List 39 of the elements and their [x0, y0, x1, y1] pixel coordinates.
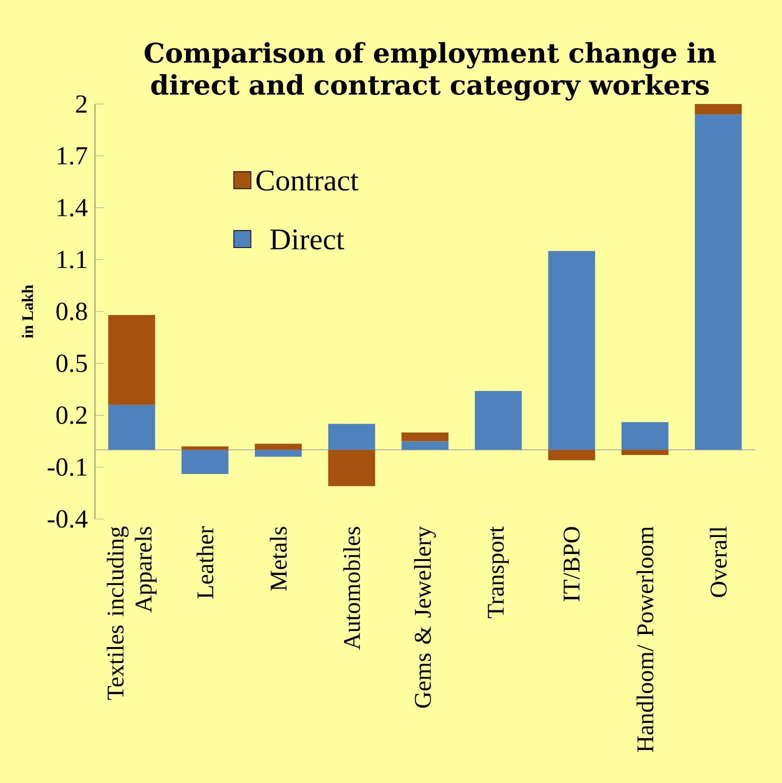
bar: [622, 450, 668, 456]
y-tick-label: 0.5: [56, 354, 87, 372]
x-tick-label: Handloom/ Powerloom: [636, 526, 654, 752]
y-tick-label: 0.8: [56, 302, 87, 320]
bar: [402, 441, 448, 450]
bar: [328, 450, 376, 486]
y-tick-label: -0.4: [48, 510, 88, 528]
x-tick-label: IT/BPO: [564, 527, 580, 602]
bar: [108, 404, 156, 450]
y-tick-label: 1.4: [58, 198, 88, 217]
y-tick-label: 1.1: [58, 250, 86, 268]
bar: [474, 391, 522, 450]
y-tick-label: 0.2: [56, 406, 87, 424]
bar: [402, 432, 448, 442]
y-tick-label: -0.1: [48, 458, 86, 476]
bar: [254, 444, 302, 450]
bar: [548, 450, 596, 460]
x-tick-label: Transport: [488, 526, 509, 618]
y-axis-title: in Lakh: [22, 284, 34, 338]
bar: [254, 450, 302, 457]
bar: [694, 104, 742, 114]
y-tick-label: 2: [76, 95, 87, 113]
bar: [548, 250, 596, 450]
chart-title: Comparison of employment change in direct and contract category workers: [144, 42, 716, 101]
bar: [108, 314, 156, 405]
bar: [182, 450, 228, 474]
x-tick-label: Metals: [270, 526, 287, 591]
bar: [694, 114, 742, 450]
x-tick-label: Textiles including Apparels: [106, 526, 157, 700]
x-tick-label: Automobiles: [343, 526, 360, 650]
bar: [328, 424, 376, 450]
bar: [182, 446, 228, 450]
x-tick-label: Gems & Jewellery: [414, 526, 436, 708]
x-tick-label: Overall: [710, 526, 727, 598]
bar: [622, 422, 668, 450]
legend-label: Direct: [270, 229, 344, 250]
y-tick-label: 1.7: [58, 147, 88, 165]
x-tick-label: Leather: [196, 526, 214, 599]
legend-label: Contract: [256, 170, 358, 191]
